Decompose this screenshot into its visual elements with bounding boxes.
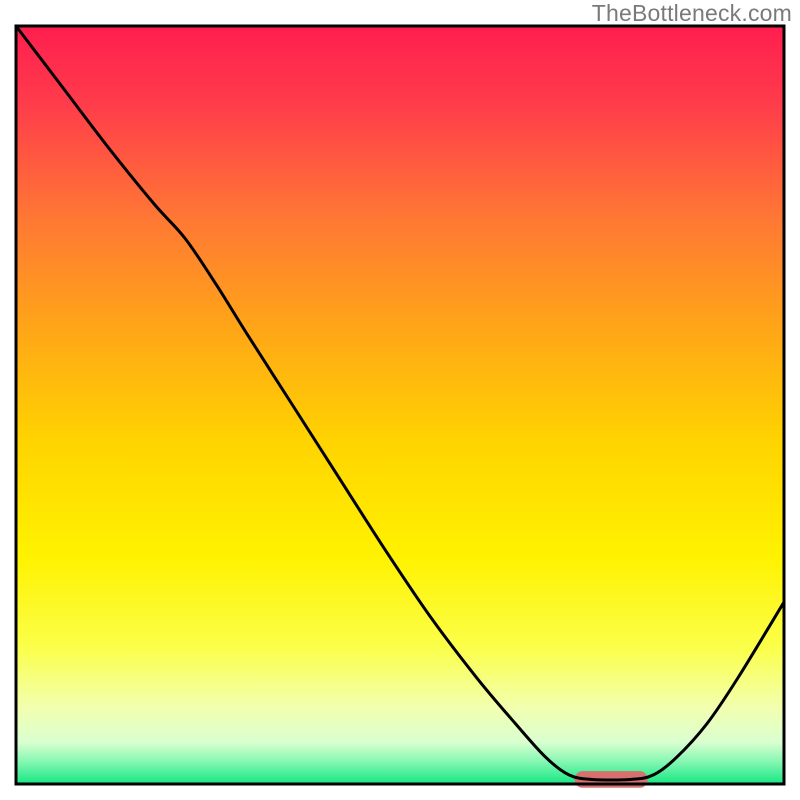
watermark-text: TheBottleneck.com [592,0,792,27]
chart-container: TheBottleneck.com [0,0,800,800]
bottleneck-chart [0,0,800,800]
plot-background [16,26,784,784]
